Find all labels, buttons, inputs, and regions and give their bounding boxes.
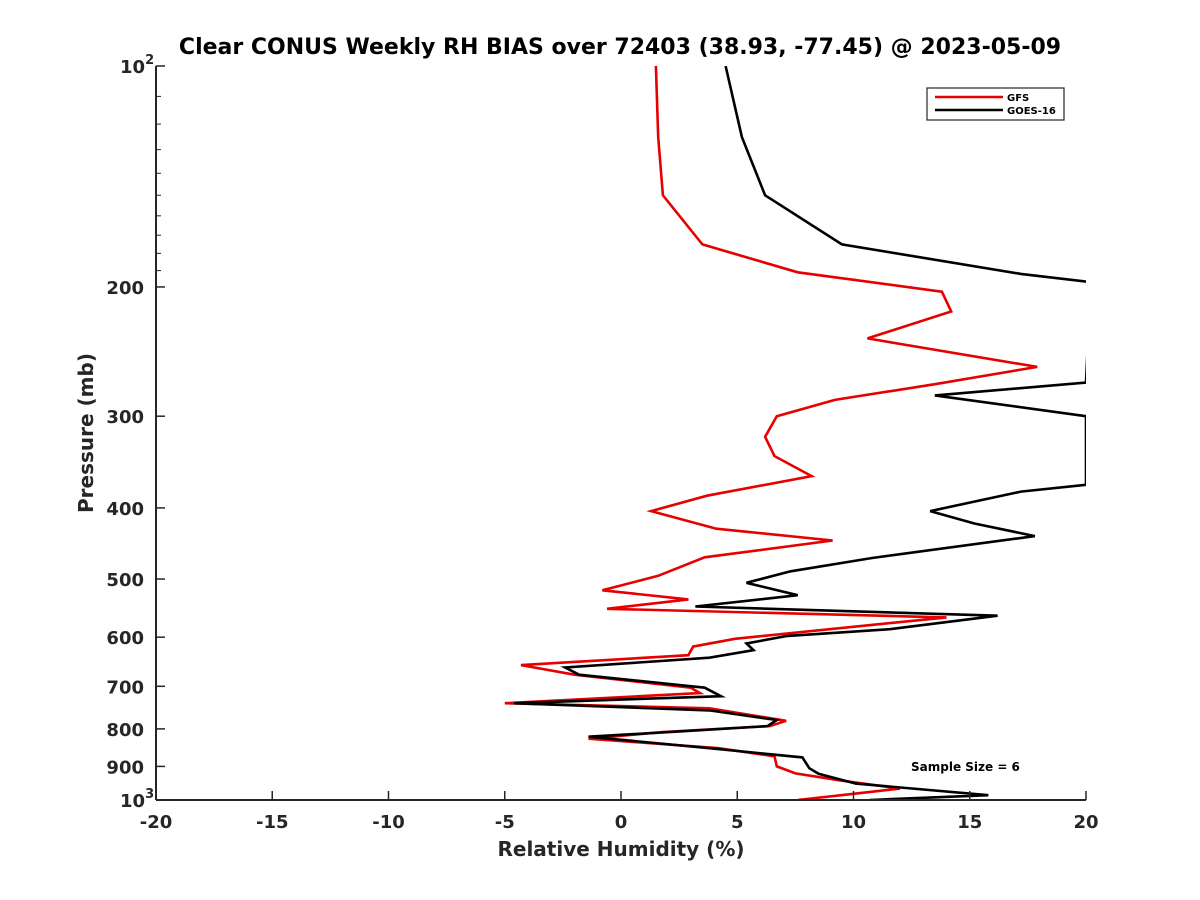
y-tick-label: 102	[120, 53, 154, 78]
sample-size-annotation: Sample Size = 6	[911, 760, 1020, 774]
y-axis-label: Pressure (mb)	[74, 353, 98, 513]
y-tick-label: 500	[106, 570, 144, 591]
y-tick-label: 300	[106, 407, 144, 428]
y-tick-label: 103	[120, 787, 154, 812]
chart-title: Clear CONUS Weekly RH BIAS over 72403 (3…	[179, 35, 1061, 60]
y-tick-label: 200	[106, 278, 144, 299]
x-tick-label: -20	[140, 812, 173, 833]
plot-area	[156, 66, 1086, 800]
x-tick-label: -15	[256, 812, 289, 833]
x-tick-label: 5	[731, 812, 744, 833]
plot-lines	[504, 66, 1086, 800]
legend-label-goes16: GOES-16	[1007, 106, 1056, 117]
legend-label-gfs: GFS	[1007, 93, 1029, 104]
x-tick-label: -10	[372, 812, 405, 833]
x-axis-ticks: -20 -15 -10 -5 0 5 10 15 20	[140, 791, 1099, 833]
y-tick-label: 900	[106, 757, 144, 778]
y-tick-label: 700	[106, 677, 144, 698]
x-tick-label: 20	[1073, 812, 1098, 833]
y-tick-label: 600	[106, 628, 144, 649]
x-tick-label: 15	[957, 812, 982, 833]
legend: GFS GOES-16	[926, 87, 1065, 121]
series-line-gfs	[504, 66, 1038, 800]
x-tick-label: 0	[615, 812, 628, 833]
y-tick-label: 400	[106, 499, 144, 520]
x-tick-label: 10	[841, 812, 866, 833]
y-tick-label: 800	[106, 720, 144, 741]
y-axis-ticks: 102 200 300 400 500 600 700 800 900 103	[106, 53, 165, 812]
legend-box	[926, 87, 1065, 121]
series-line-goes16	[513, 66, 1086, 800]
x-tick-label: -5	[495, 812, 515, 833]
x-axis-label: Relative Humidity (%)	[497, 837, 744, 861]
